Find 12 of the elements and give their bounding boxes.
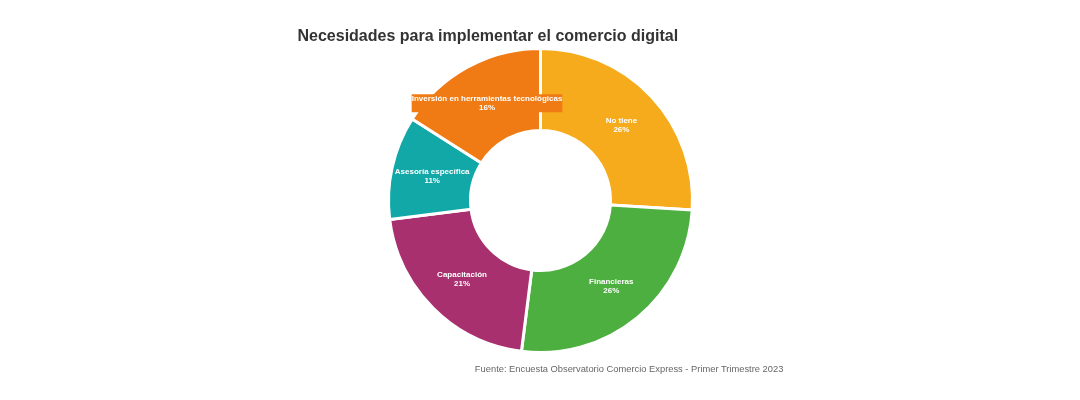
slice-label: Capacitación bbox=[437, 269, 488, 279]
data-label: 21% bbox=[454, 278, 471, 288]
data-label: 26% bbox=[603, 286, 620, 296]
data-label: 16% bbox=[479, 103, 496, 113]
slice-label: Inversión en herramientas tecnológicas bbox=[411, 94, 563, 104]
source-note: Fuente: Encuesta Observatorio Comercio Express - Primer Trimestre 2023 bbox=[474, 363, 784, 374]
chart-title: Necesidades para implementar el comercio digital bbox=[297, 27, 679, 44]
slice-label: Financieras bbox=[589, 277, 635, 287]
data-label: 11% bbox=[424, 176, 440, 186]
data-label: 26% bbox=[613, 124, 630, 134]
slice-label: No tiene bbox=[605, 115, 638, 125]
slice-label: Asesoría específica bbox=[394, 167, 471, 177]
